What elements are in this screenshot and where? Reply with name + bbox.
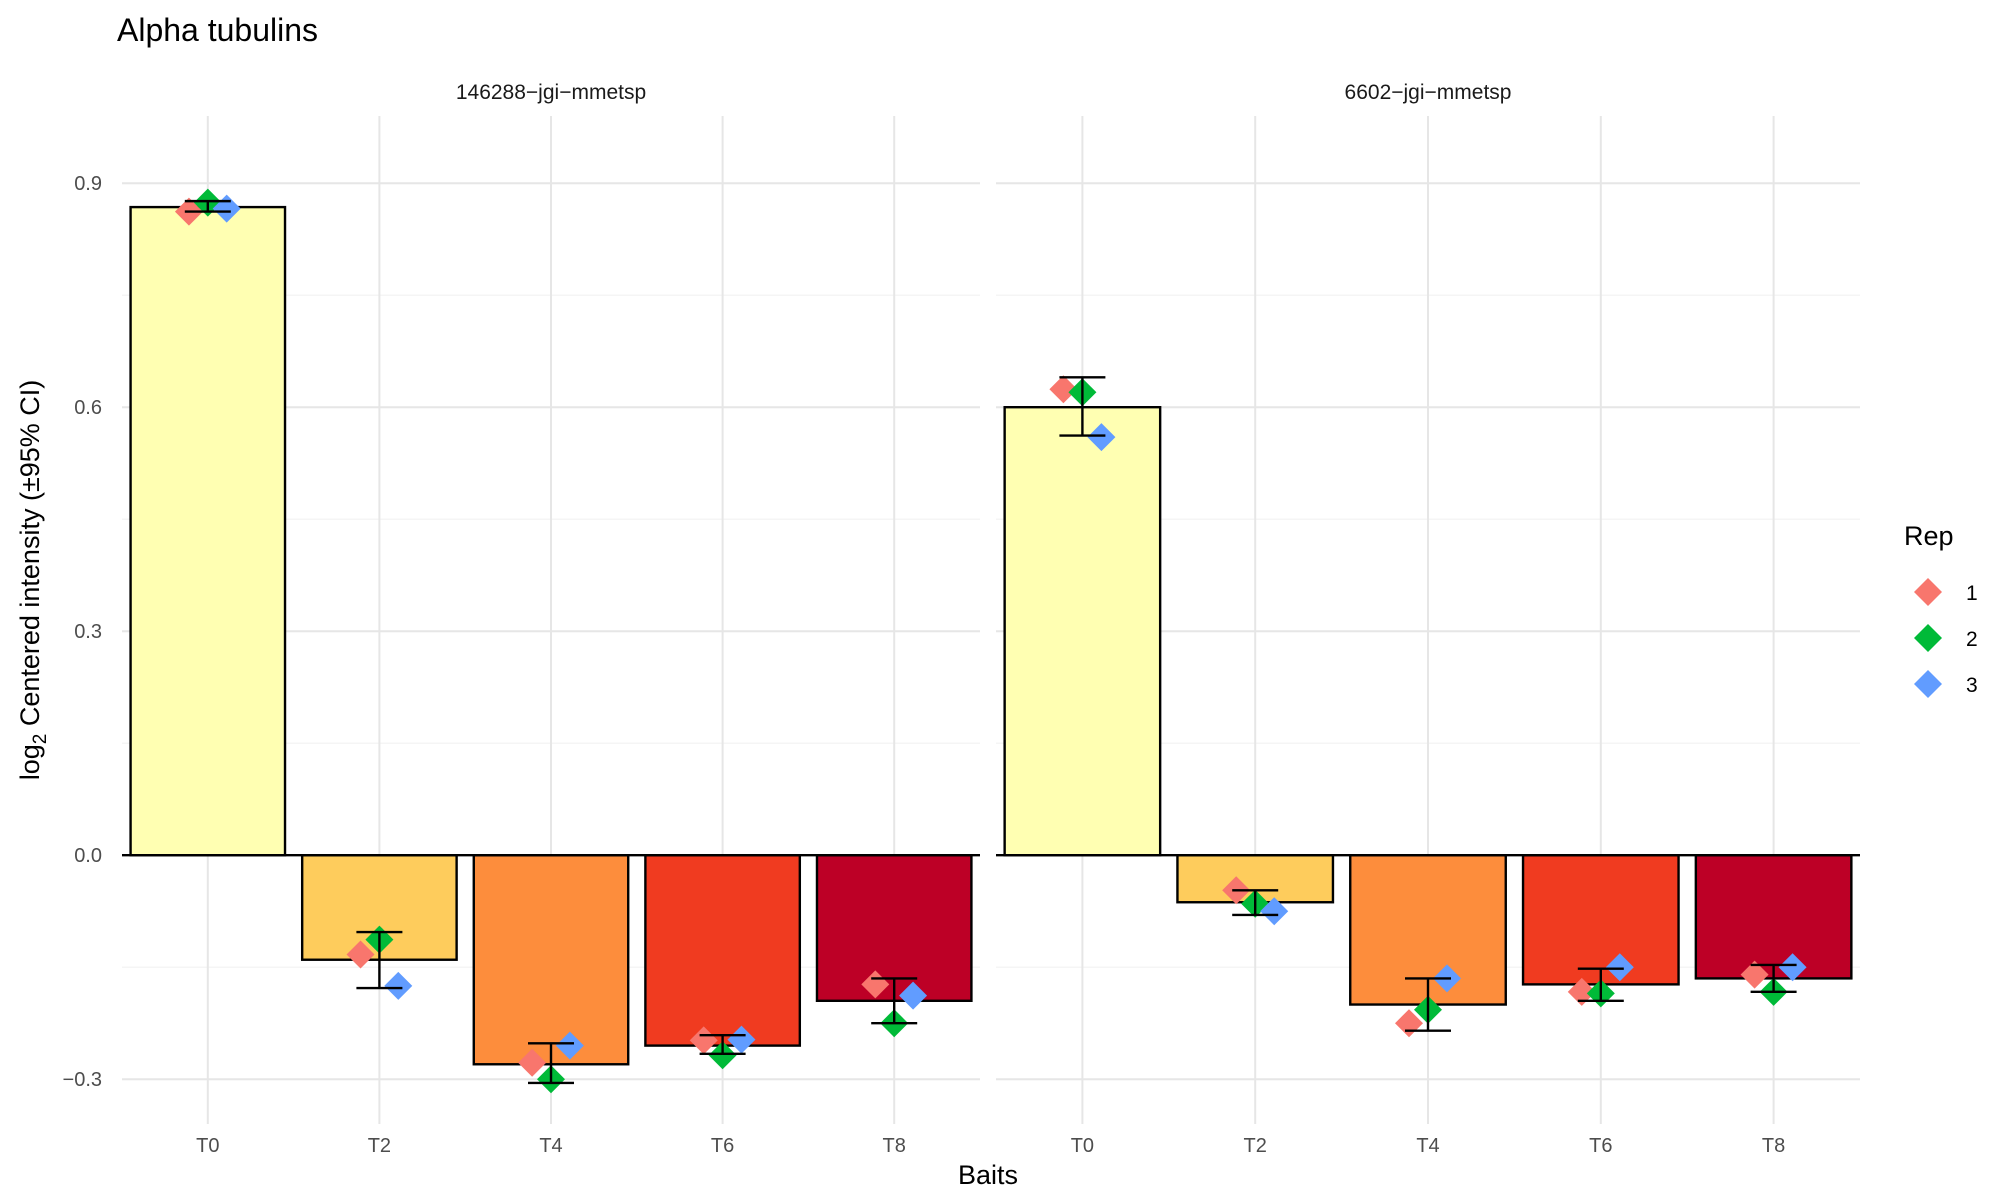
rep-1-point: [689, 1026, 718, 1055]
error-bar: [1059, 376, 1106, 437]
panel-strip-label: 146288−jgi−mmetsp: [456, 81, 646, 104]
rep-1-point: [518, 1048, 547, 1077]
rep-1-point: [346, 940, 375, 969]
x-axis-title: Baits: [958, 1160, 1018, 1190]
error-bar: [356, 930, 403, 990]
legend-key-rep-1: [1914, 578, 1942, 606]
rep-3-point: [1605, 953, 1634, 982]
error-bar: [699, 1033, 746, 1056]
bar-T8: [1694, 854, 1853, 980]
x-tick-label: T8: [883, 1135, 906, 1157]
y-tick-label: 0.3: [74, 621, 102, 643]
legend-key-rep-2: [1914, 624, 1942, 652]
error-bar: [1232, 889, 1279, 917]
bar-T6: [1521, 854, 1680, 986]
y-axis-title-subscript: 2: [30, 734, 51, 745]
legend-label: 3: [1966, 674, 1978, 697]
rep-3-point: [384, 971, 413, 1000]
bar-T6: [644, 854, 802, 1047]
x-tick-label: T4: [539, 1135, 562, 1157]
x-tick-label: T0: [1071, 1135, 1094, 1157]
error-bar: [528, 1042, 574, 1085]
y-axis-title: log2 Centered intensity (±95% CI): [15, 380, 51, 781]
bar-T0: [1003, 406, 1162, 857]
error-bar: [184, 199, 231, 213]
rep-2-point: [708, 1041, 737, 1070]
rep-1-point: [1049, 375, 1078, 404]
y-axis-title-rest: Centered intensity (±95% CI): [15, 380, 45, 734]
x-tick-label: T2: [368, 1135, 391, 1157]
rep-3-point: [1260, 897, 1289, 926]
y-tick-label: 0.9: [74, 173, 102, 195]
y-tick-label: −0.3: [63, 1069, 102, 1091]
error-bar: [871, 977, 918, 1025]
x-tick-label: T0: [196, 1135, 219, 1157]
rep-3-point: [899, 981, 928, 1010]
y-axis-title-prefix: log: [15, 744, 45, 780]
x-tick-label: T6: [1589, 1135, 1612, 1157]
x-tick-label: T8: [1762, 1135, 1785, 1157]
error-bar: [1405, 977, 1451, 1032]
y-tick-label: 0.6: [74, 397, 102, 419]
chart-title: Alpha tubulins: [117, 12, 318, 48]
error-bar: [1577, 967, 1624, 1002]
rep-3-point: [1087, 423, 1116, 452]
bar-T8: [815, 854, 973, 1003]
legend: Rep 1 2 3: [1904, 521, 1978, 698]
rep-1-point: [1567, 977, 1596, 1006]
legend-label: 2: [1966, 628, 1978, 651]
rep-1-point: [1740, 960, 1769, 989]
rep-3-point: [727, 1025, 756, 1054]
error-bar: [1750, 963, 1797, 994]
rep-3-point: [555, 1031, 584, 1060]
legend-title: Rep: [1904, 521, 1954, 551]
y-tick-label: 0.0: [74, 845, 102, 867]
bar-T4: [472, 854, 630, 1066]
legend-label: 1: [1966, 582, 1978, 605]
x-tick-label: T6: [711, 1135, 734, 1157]
bar-T0: [129, 205, 287, 857]
panel-strip-label: 6602−jgi−mmetsp: [1345, 81, 1512, 104]
x-tick-label: T4: [1416, 1135, 1439, 1157]
panel-2: 6602−jgi−mmetsp T0 T2 T4 T6 T8: [996, 81, 1860, 1157]
legend-key-rep-3: [1914, 670, 1942, 698]
x-tick-label: T2: [1244, 1135, 1267, 1157]
rep-3-point: [1778, 953, 1807, 982]
panel-1: 146288−jgi−mmetsp T0 T2 T4 T6 T8: [122, 81, 980, 1157]
